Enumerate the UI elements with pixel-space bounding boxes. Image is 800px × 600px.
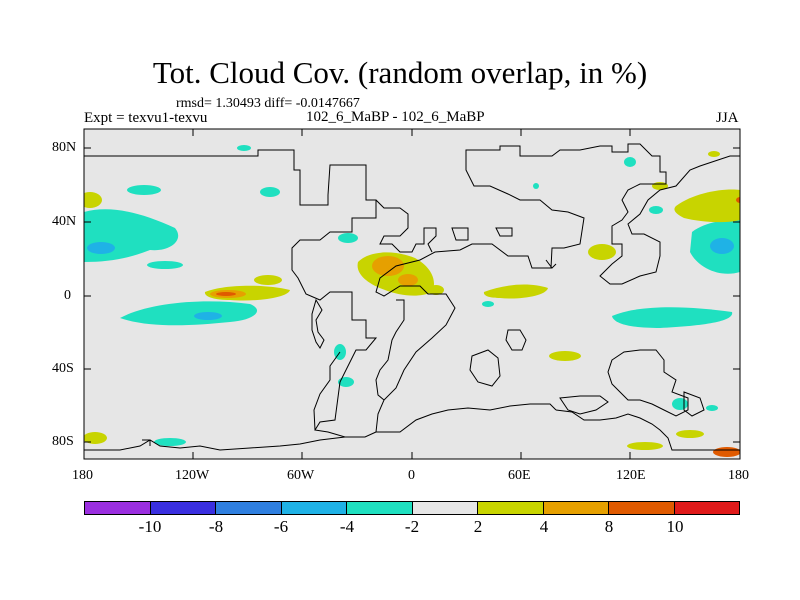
coastline: [505, 329, 527, 351]
coastline: [375, 199, 437, 253]
lat-tick-label: 40S: [52, 361, 74, 376]
lon-tick-label: 120E: [616, 468, 646, 483]
anomaly-patch: [237, 145, 251, 151]
colorbar-label: -8: [208, 517, 224, 536]
coastline: [555, 409, 740, 451]
anomaly-patch: [713, 447, 740, 457]
anomaly-patch: [428, 285, 444, 295]
anomaly-patch: [624, 157, 636, 167]
anomaly-patch: [127, 185, 161, 195]
coastline: [84, 143, 740, 438]
anomaly-patch: [676, 430, 704, 438]
colorbar-label: 2: [473, 517, 483, 536]
case-label: 102_6_MaBP - 102_6_MaBP: [306, 109, 485, 125]
lat-tick-label: 40N: [52, 214, 77, 229]
anomaly-patch: [260, 187, 280, 197]
anomaly-patch: [482, 301, 494, 307]
colorbar-label: 4: [539, 517, 549, 536]
lat-tick-label: 80S: [52, 434, 74, 449]
anomaly-patch: [194, 312, 222, 320]
colorbar-segment: [412, 502, 478, 514]
anomaly-patch: [672, 398, 688, 410]
colorbar-segment: [347, 502, 413, 514]
anomaly-patch: [483, 284, 548, 299]
colorbar: [84, 501, 740, 515]
colorbar-segment: [674, 502, 739, 514]
colorbar-segment: [543, 502, 609, 514]
anomaly-patch: [338, 233, 358, 243]
coastline: [84, 436, 346, 451]
anomaly-patch: [549, 351, 581, 361]
anomaly-patch: [736, 197, 740, 203]
anomaly-patch: [120, 301, 258, 326]
anomaly-patch: [338, 377, 354, 387]
anomaly-patch: [612, 307, 733, 328]
anomaly-patch: [216, 292, 236, 296]
coastline: [376, 403, 557, 433]
anomaly-patch: [710, 238, 734, 254]
coastline: [683, 391, 705, 417]
coastline: [311, 298, 325, 349]
anomaly-patch: [627, 442, 663, 450]
coastlines: [84, 143, 740, 451]
lon-tick-label: 60W: [287, 468, 315, 483]
colorbar-segment: [85, 502, 151, 514]
lon-tick-label: 120W: [175, 468, 210, 483]
coastline: [142, 439, 151, 446]
colorbar-segment: [478, 502, 544, 514]
colorbar-label: -4: [339, 517, 355, 536]
anomaly-patch: [254, 275, 282, 285]
lat-tick-label: 80N: [52, 140, 77, 155]
anomaly-patch: [147, 261, 183, 269]
colorbar-label: 10: [666, 517, 684, 536]
colorbar-label: -6: [273, 517, 289, 536]
anomaly-shading: [84, 145, 740, 457]
coastline: [375, 299, 405, 401]
lon-tick-label: 180: [728, 468, 749, 483]
lon-tick-label: 60E: [508, 468, 531, 483]
coastline: [559, 395, 609, 415]
stats-label: rmsd= 1.30493 diff= -0.0147667: [176, 96, 360, 111]
lon-tick-label: 0: [408, 468, 415, 483]
colorbar-segment: [150, 502, 216, 514]
colorbar-label: -2: [404, 517, 420, 536]
axis-ticks: [84, 129, 740, 459]
plot-title: Tot. Cloud Cov. (random overlap, in %): [152, 55, 648, 90]
experiment-label: Expt = texvu1-texvu: [84, 110, 208, 126]
anomaly-patch: [706, 405, 718, 411]
anomaly-patch: [398, 274, 418, 286]
anomaly-patch: [649, 206, 663, 214]
colorbar-segment: [281, 502, 347, 514]
colorbar-segment: [609, 502, 675, 514]
lat-tick-label: 0: [64, 288, 71, 303]
colorbar-segment: [216, 502, 282, 514]
coastline: [495, 227, 513, 237]
anomaly-patch: [87, 242, 115, 254]
coastline: [451, 227, 469, 241]
anomaly-patch: [588, 244, 616, 260]
coastline: [469, 349, 501, 387]
anomaly-patch: [84, 192, 102, 208]
colorbar-label: -10: [138, 517, 162, 536]
coastline: [545, 259, 557, 269]
anomaly-patch: [533, 183, 539, 189]
anomaly-patch: [708, 151, 720, 157]
anomaly-patch: [674, 189, 740, 223]
anomaly-patch: [372, 256, 404, 276]
lon-tick-label: 180: [72, 468, 93, 483]
anomaly-patch: [154, 438, 186, 446]
coastline: [607, 349, 689, 417]
coastline: [313, 351, 341, 431]
season-label: JJA: [716, 110, 739, 126]
anomaly-patch: [84, 432, 107, 444]
colorbar-label: 8: [604, 517, 614, 536]
